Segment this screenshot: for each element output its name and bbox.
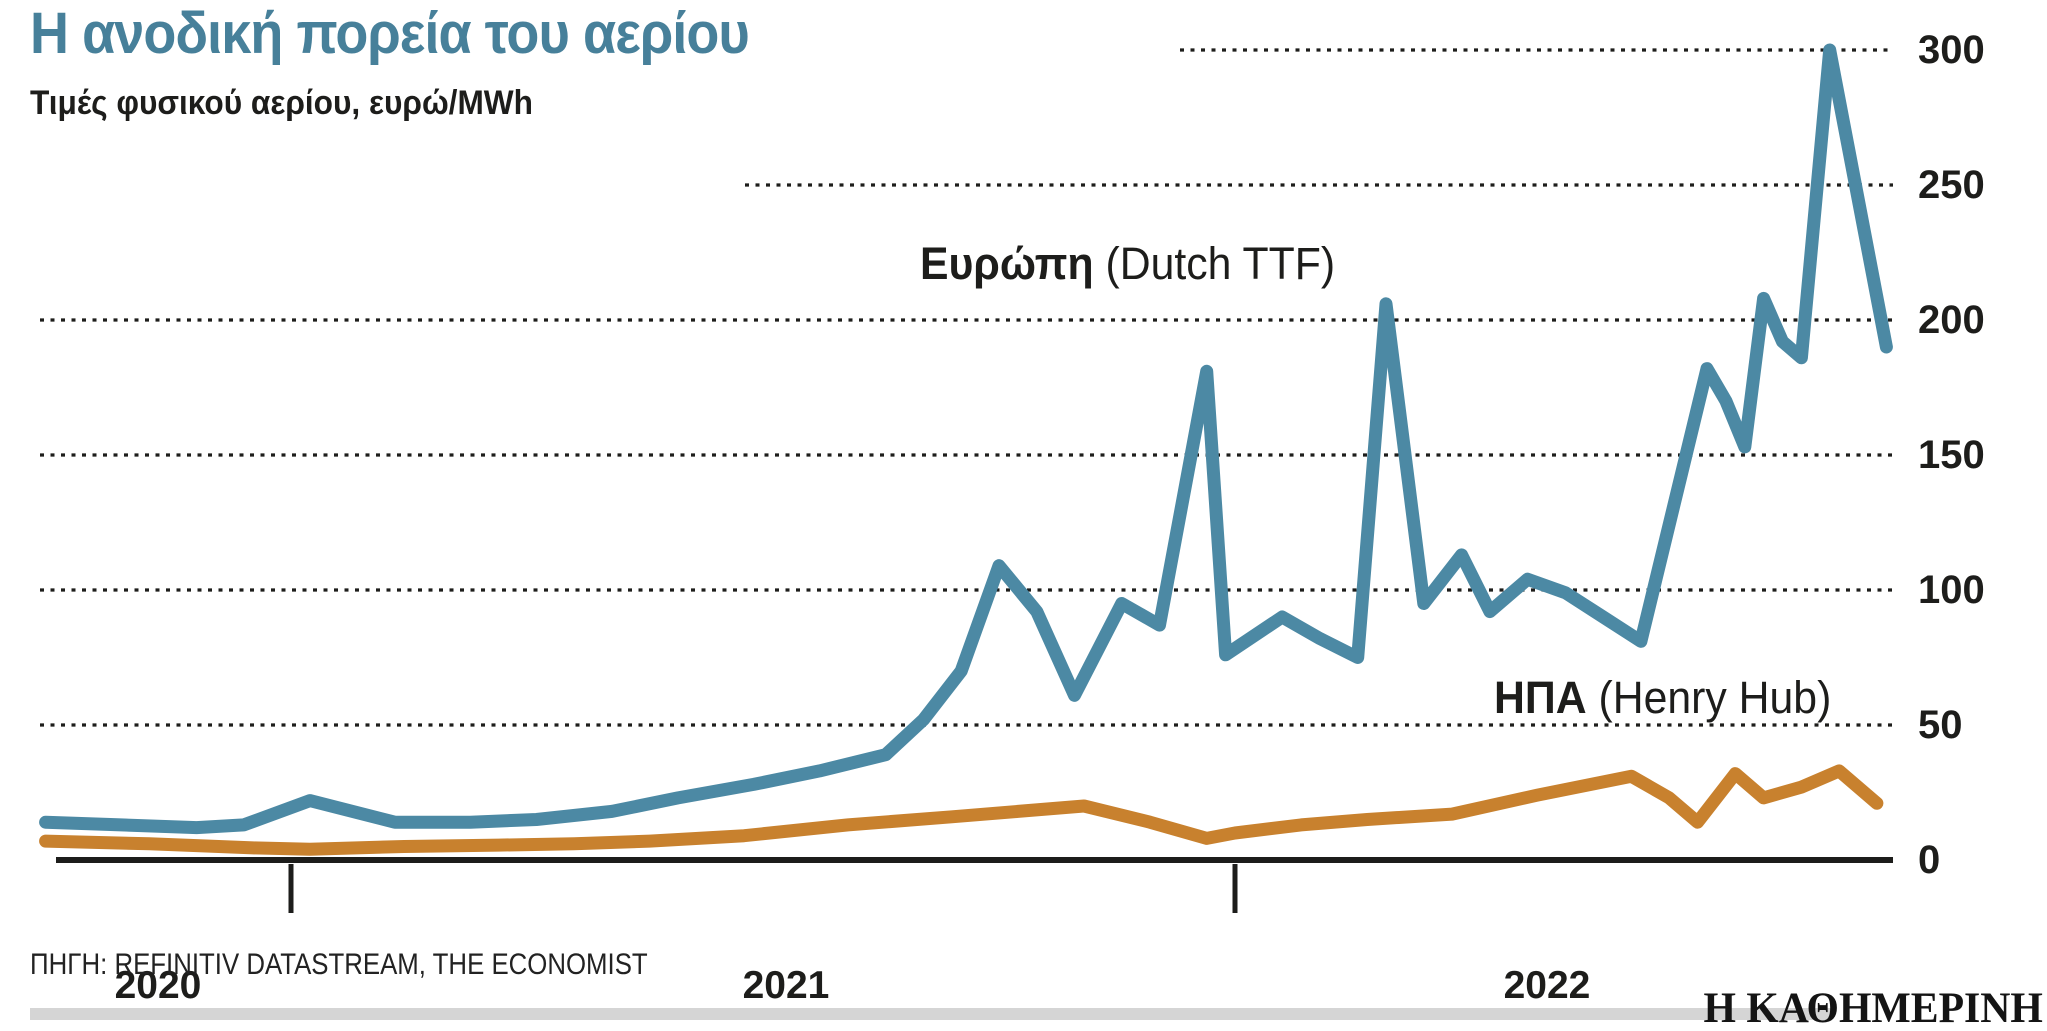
y-axis-label-100: 100 [1918, 568, 1985, 612]
europe-ttf-line [39, 43, 1893, 835]
kathimerini-logo: Η ΚΑΘΗΜΕΡΙΝΗ [1703, 985, 2043, 1031]
series-label-europe-rest: (Dutch TTF) [1093, 238, 1336, 289]
chart-subtitle: Τιμές φυσικού αερίου, ευρώ/MWh [30, 84, 533, 122]
y-axis-label-50: 50 [1918, 703, 1963, 747]
source-note: ΠΗΓΗ: REFINITIV DATASTREAM, THE ECONOMIS… [30, 948, 648, 981]
usa-henry-hub-line [39, 764, 1884, 856]
series-label-europe-bold: Ευρώπη [920, 238, 1094, 289]
y-axis-label-150: 150 [1918, 433, 1985, 477]
footer-divider-rule [30, 1008, 1832, 1020]
x-year-label-2021: 2021 [742, 964, 830, 1007]
y-axis-label-300: 300 [1918, 28, 1985, 72]
x-year-label-2020: 2020 [114, 964, 202, 1007]
series-label-usa-bold: ΗΠΑ [1494, 672, 1587, 723]
page-title: Η ανοδική πορεία του αερίου [30, 1, 750, 66]
x-year-label-2022: 2022 [1503, 964, 1591, 1007]
y-axis-label-200: 200 [1918, 298, 1985, 342]
series-label-usa: ΗΠΑ (Henry Hub) [1494, 672, 1831, 724]
series-label-europe: Ευρώπη (Dutch TTF) [920, 238, 1335, 290]
y-axis-label-250: 250 [1918, 163, 1985, 207]
series-label-usa-rest: (Henry Hub) [1586, 672, 1832, 723]
y-axis-label-0: 0 [1918, 838, 1941, 882]
